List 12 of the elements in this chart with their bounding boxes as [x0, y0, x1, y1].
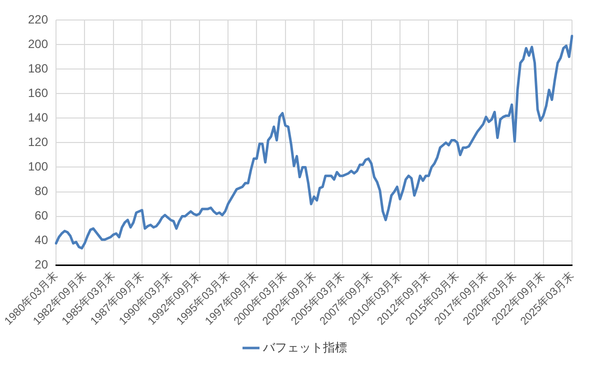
y-tick-label: 60 [34, 208, 48, 223]
y-tick-label: 100 [28, 160, 48, 174]
y-tick-label: 220 [28, 12, 48, 26]
y-tick-label: 180 [28, 61, 48, 76]
y-tick-label: 200 [28, 36, 48, 51]
y-tick-label: 40 [34, 233, 48, 248]
legend-label: バフェット指標 [262, 340, 347, 354]
y-tick-label: 120 [28, 135, 48, 149]
y-tick-label: 20 [34, 258, 48, 272]
y-tick-label: 160 [28, 86, 48, 100]
y-tick-label: 140 [28, 110, 48, 124]
y-tick-label: 80 [34, 184, 48, 198]
